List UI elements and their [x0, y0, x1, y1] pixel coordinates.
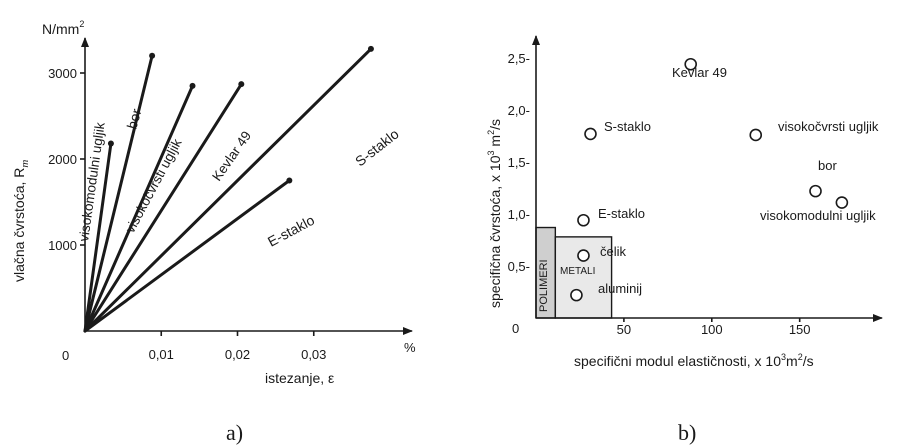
panel-b-x-tick-label: 100	[701, 322, 723, 337]
panel-a-x-unit: %	[404, 340, 416, 355]
panel-a-x-tick-label: 0,03	[301, 347, 326, 362]
series-line-visokocvrsti-ugljik	[83, 84, 195, 333]
panel-b-y-tick-label: 0,5-	[508, 259, 530, 274]
point-kevlar-49	[684, 57, 697, 71]
point-label-e-staklo: E-staklo	[598, 206, 645, 221]
series-endpoint-bor	[149, 52, 156, 59]
series-label-s-staklo: S-staklo	[352, 125, 402, 169]
series-line-s-staklo	[83, 47, 373, 333]
panel-b-origin-label: 0	[512, 321, 519, 336]
panel-b-points	[570, 57, 849, 302]
panel-a-y-ticks: 1000 2000 3000	[48, 66, 85, 253]
series-endpoint-visokomodulni-ugljik	[107, 140, 114, 147]
series-label-visokomodulni-ugljik: visokomodulni ugljik	[76, 121, 108, 242]
series-label-kevlar-49: Kevlar 49	[209, 128, 254, 183]
panel-a-y-tick-label: 2000	[48, 152, 77, 167]
panel-a-tensile-strength-chart: 1000 2000 3000 0,01 0,02 0,03 0 N/mm2 vlačna…	[11, 19, 416, 445]
panel-b-specific-strength-chart: 0,5- 1,0- 1,5- 2,0- 2,5- 50 100 150 0 POLIMERI…	[486, 35, 883, 445]
panel-b-y-tick-label: 2,5-	[508, 51, 530, 66]
point-label-visokomodulni-ugljik: visokomodulni ugljik	[760, 208, 876, 223]
panel-b-y-ticks: 0,5- 1,0- 1,5- 2,0- 2,5-	[508, 51, 530, 274]
point-visokomodulni-ugljik	[835, 196, 849, 209]
panel-b-y-label: specifična čvrstoća, x 103 m2/s	[486, 119, 503, 308]
panel-a-y-label: vlačna čvrstoća, Rm	[11, 160, 31, 282]
panel-a-origin-label: 0	[62, 348, 69, 363]
point-label-aluminij: aluminij	[598, 281, 642, 296]
point-label-celik: čelik	[600, 244, 627, 259]
point-aluminij	[570, 288, 583, 302]
point-e-staklo	[577, 213, 590, 227]
series-line-e-staklo	[83, 179, 291, 333]
panel-a-x-tick-label: 0,01	[149, 347, 174, 362]
point-celik	[577, 249, 590, 262]
panel-b-x-label: specifični modul elastičnosti, x 103m2/s	[574, 352, 814, 369]
series-endpoint-visokocvrsti-ugljik	[189, 82, 196, 89]
panel-a-y-tick-label: 1000	[48, 238, 77, 253]
panel-a-x-ticks: 0,01 0,02 0,03	[149, 331, 326, 362]
panel-a-series-lines	[83, 45, 374, 333]
panel-b-y-tick-label: 1,0-	[508, 207, 530, 222]
panel-a-x-tick-label: 0,02	[225, 347, 250, 362]
panel-a-x-label: istezanje, ε	[265, 370, 334, 386]
panel-a-y-tick-label: 3000	[48, 66, 77, 81]
panel-b-y-tick-label: 1,5-	[508, 155, 530, 170]
point-label-kevlar-49: Kevlar 49	[672, 65, 727, 80]
series-line-visokomodulni-ugljik	[83, 142, 113, 333]
panel-a-y-unit: N/mm2	[42, 19, 84, 37]
series-endpoint-e-staklo	[286, 177, 293, 184]
panel-b-y-tick-label: 2,0-	[508, 103, 530, 118]
point-label-bor: bor	[818, 158, 837, 173]
region-label-polimeri: POLIMERI	[538, 259, 550, 312]
series-line-kevlar-49	[83, 82, 243, 333]
panel-b-label: b)	[678, 420, 696, 445]
point-visokocvrsti-ugljik	[749, 128, 763, 142]
point-bor	[809, 184, 822, 198]
point-label-s-staklo: S-staklo	[604, 119, 651, 134]
series-endpoint-kevlar-49	[238, 81, 245, 88]
panel-a-label: a)	[226, 420, 243, 445]
panel-b-x-tick-label: 150	[789, 322, 811, 337]
series-label-e-staklo: E-staklo	[265, 212, 317, 250]
series-line-bor	[83, 54, 154, 333]
point-s-staklo	[584, 127, 597, 141]
panel-b-x-ticks: 50 100 150	[617, 318, 811, 337]
panel-b-x-tick-label: 50	[617, 322, 631, 337]
region-label-metali: METALI	[560, 266, 595, 277]
series-label-bor: bor	[124, 107, 145, 131]
series-endpoint-s-staklo	[367, 45, 374, 52]
point-label-visokocvrsti-ugljik: visokočvrsti ugljik	[778, 119, 879, 134]
